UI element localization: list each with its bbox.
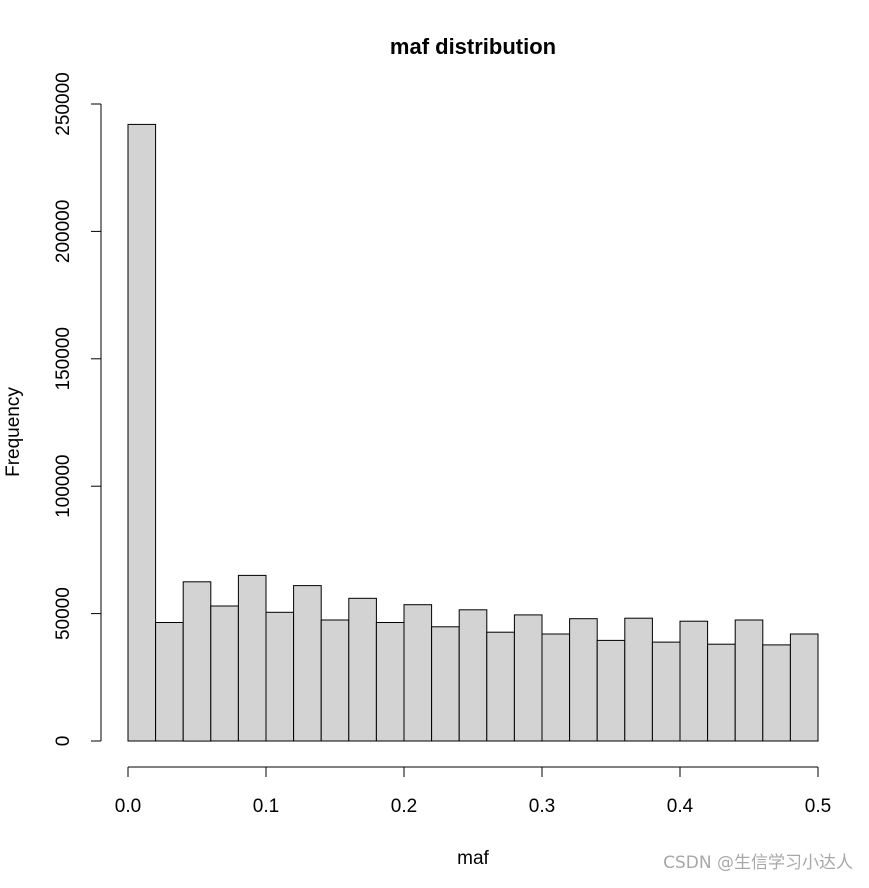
histogram-bar [624,617,653,742]
bars-group [127,123,819,742]
x-axis: 0.0 0.1 0.2 0.3 0.4 0.5 [115,766,831,817]
histogram-bar [265,611,295,742]
x-axis-label: maf [457,848,489,869]
histogram-bar [541,633,571,742]
x-tick-label: 0.2 [391,796,417,817]
histogram-bar [707,643,736,742]
histogram-bar [375,622,405,742]
histogram-bar [348,597,377,742]
y-axis: 0 50000 100000 150000 200000 250000 [53,72,102,747]
x-tick-label: 0.1 [253,796,279,817]
y-tick-label: 200000 [53,200,74,263]
histogram-bar [569,618,598,742]
histogram-bar [596,639,626,742]
watermark: CSDN @生信学习小达人 [663,853,853,873]
histogram-bar [762,644,791,742]
histogram-bar [182,581,212,742]
y-tick-label: 250000 [53,72,74,135]
histogram-bar [458,609,488,742]
histogram-bar [293,585,322,742]
histogram-bar [210,605,239,742]
histogram-bar [155,622,184,742]
y-tick-label: 100000 [53,454,74,517]
histogram-bar [513,614,543,742]
x-tick-label: 0.5 [805,796,831,817]
y-axis-label: Frequency [3,387,24,477]
histogram-bar [679,620,709,742]
histogram-bar [789,633,819,742]
histogram-bar [403,604,433,742]
x-tick-label: 0.3 [529,796,555,817]
x-tick-label: 0.0 [115,796,141,817]
histogram-bar [127,123,157,742]
histogram-bar [320,619,350,742]
histogram-bar [486,631,515,742]
histogram-bar [431,626,460,742]
y-tick-label: 0 [53,736,74,747]
y-tick-label: 150000 [53,327,74,390]
histogram-bar [734,619,764,742]
chart-title: maf distribution [390,34,556,59]
histogram-bar [237,574,267,742]
histogram-bar [651,641,681,742]
y-tick-label: 50000 [53,587,74,640]
x-tick-label: 0.4 [667,796,694,817]
